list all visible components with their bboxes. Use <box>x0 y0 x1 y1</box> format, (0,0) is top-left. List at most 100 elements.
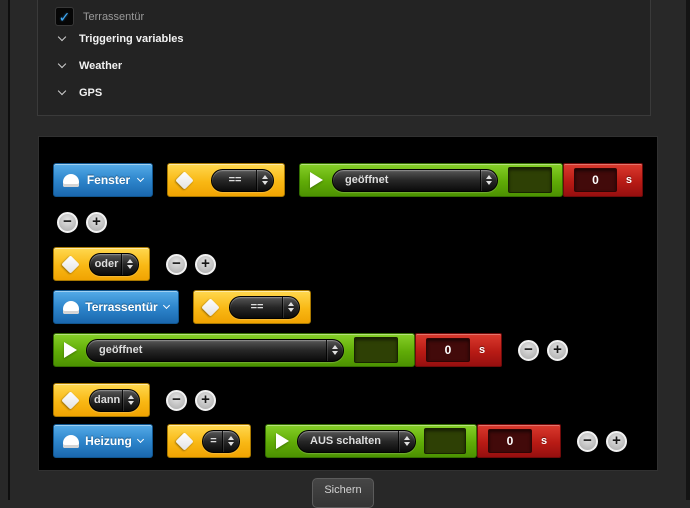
chevron-down-icon <box>136 174 145 183</box>
device-icon <box>63 300 79 314</box>
connector-value: dann <box>94 394 121 406</box>
operator-select[interactable]: == <box>229 295 300 319</box>
operator-panel: == <box>167 163 285 197</box>
tree-item-gps[interactable]: GPS <box>57 86 103 99</box>
row-controls: − + <box>57 212 107 233</box>
remove-condition-button[interactable]: − <box>518 339 539 361</box>
state-panel: geöffnet <box>299 163 563 197</box>
state-value-box[interactable] <box>508 167 552 193</box>
play-icon <box>276 433 289 449</box>
diamond-icon <box>61 390 80 410</box>
diamond-icon <box>61 254 80 274</box>
connector-panel: oder <box>53 247 150 281</box>
connector-panel: dann <box>53 383 150 417</box>
state-value-box[interactable] <box>423 428 466 454</box>
add-condition-button[interactable]: + <box>86 212 107 233</box>
diamond-icon <box>175 431 194 451</box>
state-value: geöffnet <box>99 344 143 356</box>
tree-item-weather[interactable]: Weather <box>57 59 123 72</box>
state-select[interactable]: geöffnet <box>332 168 499 192</box>
remove-condition-button[interactable]: − <box>166 253 187 275</box>
spinner-arrows-icon <box>326 339 343 361</box>
variables-panel: ✓ Terrassentür Triggering variables Weat… <box>37 0 651 116</box>
operator-panel: == <box>193 290 311 324</box>
spinner-arrows-icon <box>397 430 415 452</box>
duration-unit: s <box>625 174 632 186</box>
add-condition-button[interactable]: + <box>195 253 216 275</box>
diamond-icon <box>175 170 194 190</box>
add-condition-button[interactable]: + <box>606 430 627 452</box>
state-value: geöffnet <box>345 174 389 186</box>
checkbox-row: ✓ Terrassentür <box>55 7 144 26</box>
terrassentuer-checkbox[interactable]: ✓ <box>55 7 74 26</box>
play-icon <box>310 172 323 188</box>
remove-condition-button[interactable]: − <box>166 389 187 411</box>
device-select-heizung[interactable]: Heizung <box>53 424 153 458</box>
operator-value: == <box>250 301 264 313</box>
play-icon <box>64 342 77 358</box>
rule-builder-panel: Fenster == geöffnet 0 s <box>38 136 658 471</box>
diamond-icon <box>201 297 220 317</box>
device-label: Heizung <box>85 434 132 448</box>
device-select-fenster[interactable]: Fenster <box>53 163 153 197</box>
state-select[interactable]: geöffnet <box>86 338 344 362</box>
spinner-arrows-icon <box>256 169 273 191</box>
add-condition-button[interactable]: + <box>547 339 568 361</box>
duration-input[interactable]: 0 <box>488 429 532 453</box>
duration-input[interactable]: 0 <box>426 338 470 362</box>
state-row-terrassentuer: geöffnet 0 s − + <box>53 333 568 367</box>
operator-value: = <box>210 435 217 447</box>
connector-row-oder: oder − + <box>53 247 216 281</box>
spinner-arrows-icon <box>121 253 138 275</box>
spinner-arrows-icon <box>122 389 139 411</box>
state-panel: geöffnet <box>53 333 415 367</box>
page-edge-right <box>686 0 690 500</box>
check-icon: ✓ <box>58 8 71 25</box>
chevron-down-icon <box>57 59 67 69</box>
spinner-arrows-icon <box>282 296 299 318</box>
operator-panel: = <box>167 424 251 458</box>
device-label: Fenster <box>86 173 131 187</box>
add-condition-button[interactable]: + <box>195 389 216 411</box>
connector-select[interactable]: oder <box>89 252 139 276</box>
chevron-down-icon <box>162 301 171 310</box>
remove-condition-button[interactable]: − <box>577 430 598 452</box>
spinner-arrows-icon <box>222 430 239 452</box>
tree-item-label: Triggering variables <box>79 33 184 45</box>
chevron-down-icon <box>57 32 67 42</box>
chevron-down-icon <box>136 435 145 444</box>
spinner-arrows-icon <box>480 169 497 191</box>
tree-item-label: Weather <box>79 60 123 72</box>
duration-unit: s <box>479 344 486 356</box>
operator-select[interactable]: == <box>211 168 274 192</box>
operator-value: == <box>228 174 242 186</box>
condition-row-fenster: Fenster == geöffnet 0 s <box>53 163 643 197</box>
checkbox-label: Terrassentür <box>83 10 145 23</box>
action-row-heizung: Heizung = AUS schalten 0 s <box>53 424 627 458</box>
connector-value: oder <box>94 258 119 270</box>
connector-select[interactable]: dann <box>89 388 141 412</box>
device-label: Terrassentür <box>85 300 158 314</box>
state-value-box[interactable] <box>354 337 398 363</box>
remove-condition-button[interactable]: − <box>57 212 78 233</box>
tree-item-label: GPS <box>79 87 103 99</box>
chevron-down-icon <box>57 86 67 96</box>
duration-input[interactable]: 0 <box>574 168 617 192</box>
duration-panel: 0 s <box>415 333 502 367</box>
page-edge-left <box>8 0 10 500</box>
duration-panel: 0 s <box>563 163 643 197</box>
device-icon <box>63 434 79 448</box>
action-select[interactable]: AUS schalten <box>297 429 416 453</box>
connector-row-dann: dann − + <box>53 383 216 417</box>
save-button[interactable]: Sichern <box>312 478 374 508</box>
condition-row-terrassentuer: Terrassentür == <box>53 290 311 324</box>
tree-item-triggering-variables[interactable]: Triggering variables <box>57 32 184 45</box>
action-value: AUS schalten <box>310 435 381 447</box>
duration-unit: s <box>541 435 548 447</box>
device-select-terrassentuer[interactable]: Terrassentür <box>53 290 179 324</box>
duration-panel: 0 s <box>477 424 561 458</box>
action-panel: AUS schalten <box>265 424 477 458</box>
operator-select[interactable]: = <box>202 429 240 453</box>
device-icon <box>63 173 79 187</box>
